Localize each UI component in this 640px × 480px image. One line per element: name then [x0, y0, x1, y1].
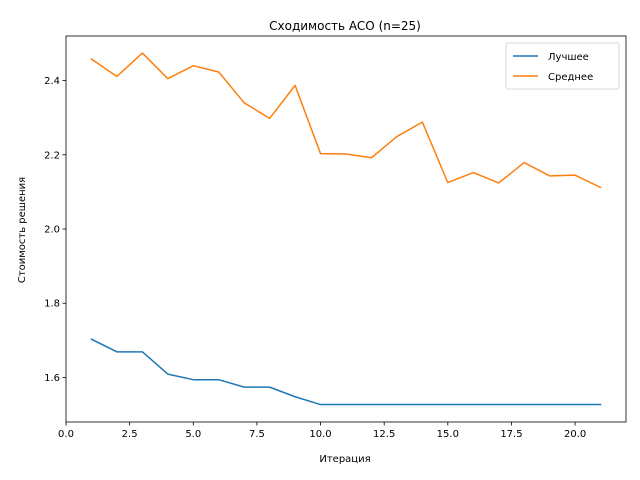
legend-label-1: Лучшее — [548, 52, 589, 63]
y-tick-label: 1.6 — [44, 373, 60, 384]
x-tick-label: 2.5 — [122, 429, 138, 440]
x-tick-label: 20.0 — [564, 429, 586, 440]
x-axis-label: Итерация — [319, 454, 370, 465]
y-tick-label: 2.0 — [44, 225, 60, 236]
x-axis: 0.0 2.5 5.0 7.5 10.0 12.5 15.0 17.5 20.0 — [58, 422, 586, 440]
legend-label-2: Среднее — [548, 72, 593, 83]
series-line-1 — [90, 338, 602, 406]
y-tick-label: 2.2 — [44, 150, 60, 161]
plot-area: 0.0 2.5 5.0 7.5 10.0 12.5 15.0 17.5 20.0 1.6 1.8 2… — [44, 35, 627, 440]
y-tick-label: 2.4 — [44, 76, 60, 87]
series-layer — [90, 52, 602, 406]
y-axis-label: Стоимость решения — [17, 177, 28, 283]
x-tick-label: 15.0 — [437, 429, 459, 440]
legend: Лучшее Среднее — [505, 42, 620, 90]
legend-box — [505, 42, 620, 90]
y-tick-label: 1.8 — [44, 299, 60, 310]
x-tick-label: 12.5 — [373, 429, 395, 440]
series-line-2 — [90, 52, 602, 189]
x-tick-label: 5.0 — [185, 429, 201, 440]
x-tick-label: 0.0 — [58, 429, 74, 440]
y-axis: 1.6 1.8 2.0 2.2 2.4 — [44, 76, 66, 384]
chart-title: Сходимость ACO (n=25) — [269, 19, 421, 33]
x-tick-label: 17.5 — [500, 429, 522, 440]
x-tick-label: 10.0 — [309, 429, 331, 440]
x-tick-label: 7.5 — [249, 429, 265, 440]
